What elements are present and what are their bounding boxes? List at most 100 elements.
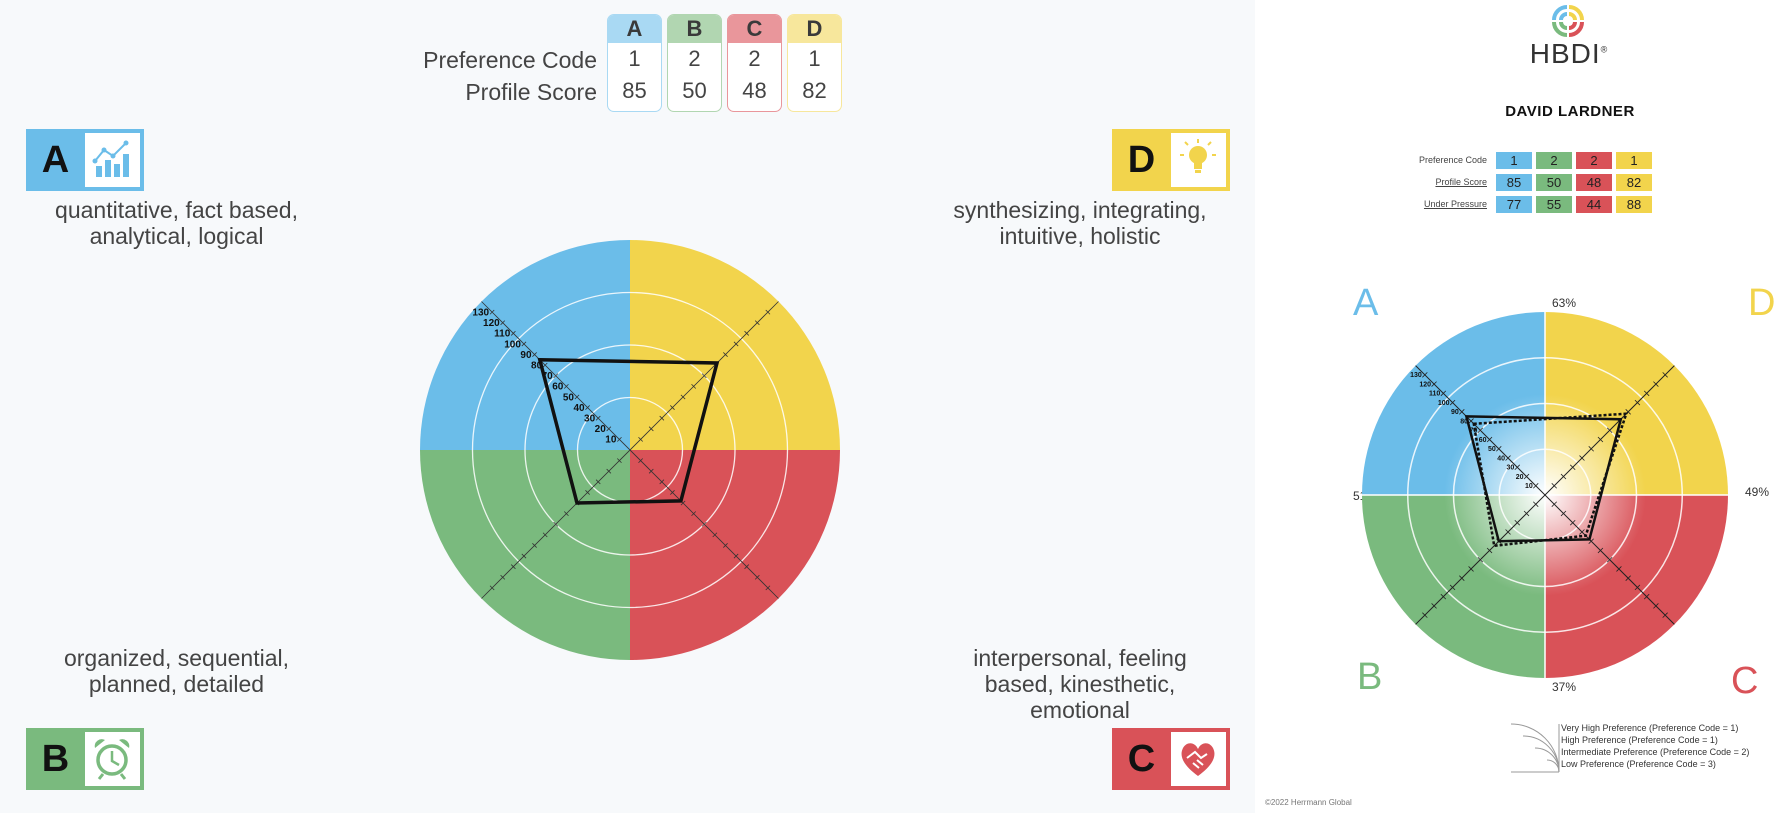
tick-label-60: 60	[1479, 437, 1487, 444]
tick-a-110	[510, 330, 516, 336]
quadrant-b-description: organized, sequential, planned, detailed	[30, 645, 323, 697]
tick-a-50	[574, 394, 580, 400]
tick-d-90	[1625, 409, 1631, 415]
tick-label-90: 90	[1451, 409, 1459, 416]
quadrant-d-letter: D	[1127, 139, 1156, 181]
preference-legend-icon	[1510, 723, 1560, 773]
tick-b-110	[1440, 593, 1447, 600]
report-quadrant-a-label: A	[1353, 282, 1379, 324]
tick-label-20: 20	[1516, 474, 1524, 481]
mini-cell-c-3: 44	[1576, 196, 1612, 213]
tick-label-130: 130	[472, 307, 489, 318]
alarm-clock-icon	[85, 732, 140, 786]
tick-label-100: 100	[1438, 400, 1450, 407]
tick-label-60: 60	[552, 382, 564, 393]
bar-chart-icon	[85, 133, 140, 187]
tick-d-60	[691, 383, 697, 389]
tick-c-10	[638, 458, 644, 464]
tick-a-30	[595, 415, 601, 421]
tick-a-110	[1440, 390, 1447, 397]
tick-a-120	[500, 320, 506, 326]
quadrant-a-letter: A	[41, 139, 70, 181]
percentage-bottom: 37%	[1552, 680, 1577, 694]
tick-a-70	[553, 373, 559, 379]
tick-c-90	[723, 543, 728, 548]
tick-label-80: 80	[531, 360, 543, 371]
tick-b-120	[500, 574, 506, 580]
lightbulb-icon	[1171, 133, 1226, 187]
profile-polygon-1	[537, 358, 720, 505]
preference-legend: Very High Preference (Preference Code = …	[1561, 722, 1749, 770]
tick-label-40: 40	[1497, 455, 1505, 462]
quadrant-d-badge: D	[1112, 129, 1230, 191]
tick-b-130	[1422, 612, 1428, 618]
tick-a-80	[542, 362, 548, 368]
tick-label-130: 130	[1410, 372, 1422, 379]
tick-label-80: 80	[1460, 418, 1468, 425]
tick-b-130	[489, 585, 495, 591]
tick-label-30: 30	[1506, 465, 1514, 472]
tick-c-30	[659, 479, 665, 485]
pref-code-c: 2	[748, 46, 761, 71]
tick-a-60	[1486, 436, 1493, 443]
mini-cell-b-1: 2	[1536, 152, 1572, 169]
tick-label-30: 30	[584, 414, 596, 425]
tick-d-120	[754, 320, 760, 326]
tick-b-70	[553, 521, 559, 527]
score-header-c: C	[728, 15, 781, 43]
quadrant-b-desc-line1: organized, sequential,	[63, 645, 290, 671]
profile-score-d: 82	[802, 78, 827, 103]
tick-d-30	[1569, 464, 1576, 471]
tick-a-130	[489, 309, 495, 315]
tick-d-90	[723, 352, 728, 357]
quadrant-a-description: quantitative, fact based, analytical, lo…	[30, 197, 323, 249]
tick-d-130	[1662, 372, 1668, 378]
tick-c-110	[1643, 593, 1650, 600]
tick-c-50	[680, 500, 686, 506]
mini-cell-d-1: 1	[1616, 152, 1652, 169]
tick-d-60	[1597, 436, 1604, 443]
quadrant-c-badge: C	[1112, 728, 1230, 790]
score-column-a: A 1 85	[607, 14, 662, 112]
quadrant-b-badge: B	[26, 728, 144, 790]
tick-c-40	[670, 490, 675, 495]
mini-label-pressure: Under Pressure	[1423, 199, 1487, 209]
score-column-c: C 2 48	[727, 14, 782, 112]
hbdi-logo-wordmark-text: HBDI	[1529, 38, 1601, 69]
person-name: DAVID LARDNER	[1505, 103, 1635, 120]
mini-cell-b-2: 50	[1536, 174, 1572, 191]
mini-cell-a-1: 1	[1496, 152, 1532, 169]
tick-d-40	[1579, 455, 1585, 461]
report-panel: HBDI® DAVID LARDNER Preference Code Prof…	[1255, 0, 1781, 813]
tick-a-100	[1449, 399, 1456, 406]
report-quadrant-c-label: C	[1731, 660, 1759, 702]
tick-c-120	[1653, 603, 1659, 609]
score-header-d: D	[788, 15, 841, 43]
hbdi-logo-icon	[1552, 5, 1584, 37]
tick-b-90	[532, 543, 537, 548]
tick-d-10	[638, 436, 644, 442]
quadrant-a-desc-line2: analytical, logical	[89, 223, 264, 249]
tick-label-70: 70	[542, 371, 554, 382]
mini-cell-c-2: 48	[1576, 174, 1612, 191]
tick-b-30	[595, 479, 601, 485]
tick-a-40	[1505, 455, 1511, 461]
mini-table-labels: Preference Code Profile Score Under Pres…	[1395, 152, 1487, 218]
mini-cell-d-3: 88	[1616, 196, 1652, 213]
tick-label-40: 40	[573, 403, 585, 414]
legend-very-high: Very High Preference (Preference Code = …	[1561, 723, 1739, 733]
tick-b-40	[585, 490, 590, 495]
tick-b-10	[1532, 501, 1539, 508]
tick-c-20	[648, 468, 654, 474]
hbdi-logo-registered-mark: ®	[1600, 44, 1609, 55]
tick-a-120	[1431, 381, 1437, 387]
tick-b-10	[616, 458, 622, 464]
mini-cell-c-1: 2	[1576, 152, 1612, 169]
tick-d-130	[765, 309, 771, 315]
handshake-heart-icon	[1171, 732, 1226, 786]
tick-d-20	[1560, 473, 1567, 480]
tick-c-60	[691, 511, 697, 517]
tick-b-100	[1449, 584, 1456, 591]
tick-c-30	[1569, 519, 1576, 526]
tick-c-130	[765, 585, 771, 591]
